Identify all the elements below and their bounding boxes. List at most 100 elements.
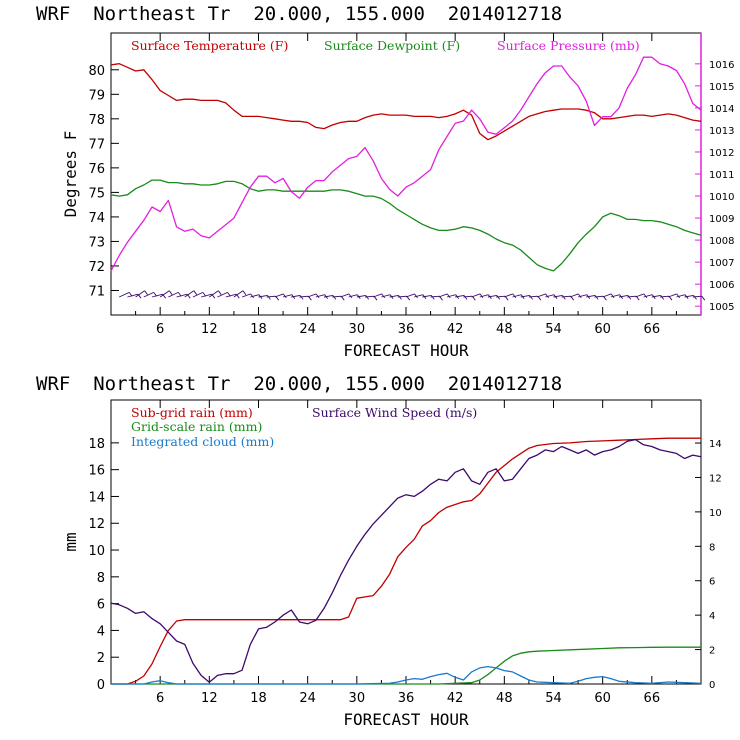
wind-barb: [291, 294, 301, 298]
y-tick-label: 0: [97, 678, 105, 693]
x-tick-label: 24: [299, 322, 316, 337]
y2-tick-label: 1015: [709, 82, 734, 93]
wind-barb: [168, 291, 179, 298]
y2-tick-label: 1005: [709, 302, 734, 313]
wind-barb-flag: [144, 290, 148, 295]
wind-barb: [307, 293, 317, 298]
wind-barb-flag: [446, 293, 451, 299]
y-tick-label: 75: [88, 186, 105, 201]
wind-barb-flag: [463, 295, 468, 300]
wind-barb: [135, 290, 145, 298]
y2-tick-label: 1008: [709, 236, 734, 247]
y-tick-label: 14: [88, 490, 105, 505]
y2-tick-label: 1009: [709, 214, 734, 225]
legend-surface-pressure: Surface Pressure (mb): [497, 38, 640, 53]
wind-barb: [520, 294, 530, 298]
wind-barb: [668, 293, 677, 298]
wind-barb: [266, 295, 276, 298]
wind-barb: [217, 291, 228, 298]
wind-barb: [274, 293, 284, 298]
wind-barb-flag: [282, 293, 287, 299]
y2-tick-label: 1006: [709, 280, 734, 291]
x-tick-label: 60: [594, 691, 611, 706]
wind-barb: [594, 295, 604, 298]
wind-barb: [561, 295, 571, 298]
x-tick-label: 54: [545, 322, 562, 337]
wind-barb: [430, 295, 440, 298]
panel1-y-axis-label: Degrees F: [61, 131, 80, 218]
wind-barb: [553, 294, 563, 298]
y-tick-label: 2: [97, 651, 105, 666]
panel2-ticks: 6 12 18 24 30 36 42 48 54 60 660246810121416180246…: [88, 400, 722, 706]
x-tick-label: 30: [349, 322, 366, 337]
wind-barb: [159, 290, 170, 298]
panel1-x-axis-label: FORECAST HOUR: [343, 341, 469, 360]
panel1-title: WRF Northeast Tr 20.000, 155.000 2014012…: [36, 3, 562, 25]
wind-barb-flag: [610, 293, 615, 299]
wind-barb: [389, 294, 399, 298]
x-tick-label: 60: [594, 322, 611, 337]
y2-tick-label: 1007: [709, 258, 734, 269]
wind-barbs: [119, 290, 706, 301]
y-tick-label: 79: [88, 88, 105, 103]
y2-tick-label: 1014: [709, 104, 734, 115]
y-tick-label: 6: [97, 598, 105, 613]
y2-tick-label: 14: [709, 439, 722, 450]
wind-barb-flag: [676, 293, 681, 299]
wind-barb: [201, 293, 212, 298]
wind-barb: [496, 295, 506, 298]
wind-barb: [438, 293, 448, 298]
wind-barb-flag: [693, 295, 697, 300]
wind-barb-flag: [643, 293, 648, 299]
wind-barb: [602, 293, 612, 298]
y-tick-label: 10: [88, 544, 105, 559]
wind-barb: [233, 290, 244, 298]
wind-barb: [192, 291, 204, 298]
wind-barb-flag: [496, 295, 501, 300]
wind-barb: [364, 295, 375, 298]
wind-barb: [119, 291, 130, 298]
y2-tick-label: 1013: [709, 126, 734, 137]
wind-barb: [643, 294, 653, 298]
wind-barb: [250, 294, 260, 298]
y2-tick-label: 1010: [709, 192, 734, 203]
wind-barb-flag: [168, 290, 173, 295]
series-line-surface-temperature-f: [110, 63, 702, 141]
x-tick-label: 18: [250, 322, 267, 337]
y2-tick-label: 2: [709, 646, 715, 657]
wind-barb-flag: [381, 293, 386, 299]
wind-barb: [348, 294, 358, 298]
wind-barb: [422, 294, 432, 298]
wind-barb: [536, 293, 546, 298]
x-tick-label: 66: [644, 322, 661, 337]
wind-barb-flag: [414, 293, 418, 299]
wind-barb: [487, 294, 497, 298]
wind-barb: [373, 293, 382, 298]
y-tick-label: 18: [88, 437, 105, 452]
wind-barb: [463, 295, 473, 298]
wind-barb: [127, 293, 139, 298]
wind-barb-flag: [660, 295, 665, 300]
wind-barb: [651, 294, 661, 298]
x-tick-label: 42: [447, 691, 464, 706]
wind-barb: [569, 293, 579, 298]
wind-barb-flag: [627, 295, 632, 300]
wind-barb-flag: [242, 290, 247, 295]
wind-barb: [397, 295, 407, 298]
wind-barb: [209, 290, 219, 298]
x-tick-label: 48: [496, 322, 513, 337]
wind-barb: [241, 293, 251, 298]
y-tick-label: 8: [97, 571, 105, 586]
y2-tick-label: 0: [709, 680, 715, 691]
wind-barb-flag: [398, 295, 402, 300]
y-tick-label: 76: [88, 162, 105, 177]
wind-barb: [504, 293, 513, 298]
panel1-series: [110, 56, 702, 272]
y-tick-label: 16: [88, 464, 105, 479]
wind-barb-flag: [217, 290, 222, 295]
wind-barb: [627, 295, 637, 298]
x-tick-label: 42: [447, 322, 464, 337]
x-tick-label: 48: [496, 691, 513, 706]
